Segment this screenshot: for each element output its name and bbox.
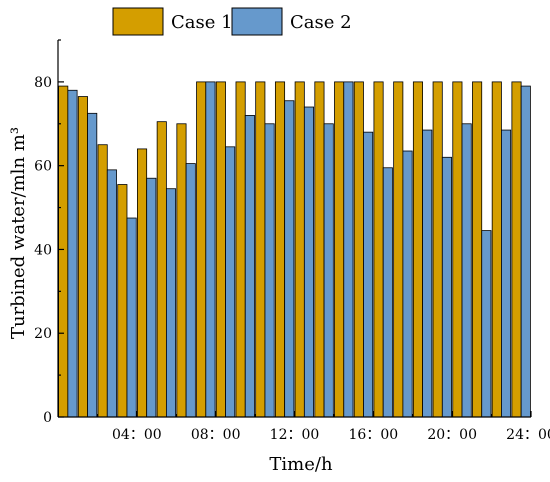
legend: Case 1 Case 2	[112, 7, 352, 36]
bar-2-24	[520, 85, 531, 418]
bar-2-16	[363, 131, 374, 418]
bar-2-7	[185, 163, 196, 418]
bar-2-12	[284, 100, 295, 418]
bar-1-22	[472, 81, 483, 418]
bar-1-12	[274, 81, 286, 418]
bar-1-8	[196, 81, 207, 418]
bar-1-14	[314, 81, 325, 418]
bar-2-13	[303, 106, 315, 418]
ticks-layer: 0 20 40 60 80 04：00 08：00 12：00 16：00 20：00 24：00	[34, 39, 550, 443]
bar-2-3	[106, 169, 117, 418]
bar-2-15	[343, 81, 354, 418]
bar-2-6	[165, 188, 177, 418]
y-tick-label-20: 20	[34, 326, 52, 342]
bar-2-5	[146, 177, 157, 418]
bar-1-10	[235, 81, 246, 418]
bar-1-16	[353, 81, 364, 418]
bar-2-8	[205, 81, 216, 418]
bar-1-24	[511, 81, 522, 418]
x-tick-label-20: 20：00	[427, 427, 477, 443]
bar-1-3	[97, 144, 108, 418]
bar-2-17	[382, 167, 393, 418]
bar-2-10	[244, 115, 255, 418]
bar-2-20	[441, 156, 452, 418]
bar-2-23	[501, 129, 512, 418]
legend-swatch-2	[231, 7, 283, 36]
bar-2-21	[461, 123, 472, 418]
bar-1-7	[176, 123, 187, 418]
y-tick-label-0: 0	[43, 410, 52, 426]
bar-1-23	[491, 81, 502, 418]
bar-1-5	[137, 148, 148, 418]
bar-2-19	[422, 129, 433, 418]
bar-2-14	[323, 123, 334, 418]
bar-1-15	[334, 81, 345, 418]
bar-2-2	[87, 112, 98, 418]
x-axis-label: Time/h	[269, 454, 333, 475]
bar-1-11	[255, 81, 266, 418]
bar-1-20	[432, 81, 443, 418]
bar-1-1	[58, 85, 69, 418]
bar-2-11	[264, 123, 275, 418]
bar-1-13	[294, 81, 305, 418]
bar-1-19	[412, 81, 423, 418]
bar-2-1	[67, 89, 78, 418]
y-tick-label-40: 40	[34, 242, 52, 258]
bar-2-9	[225, 146, 236, 418]
x-tick-label-24: 24：00	[506, 427, 550, 443]
bar-1-9	[215, 81, 226, 418]
x-tick-label-8: 08：00	[191, 427, 241, 443]
bar-1-2	[77, 96, 88, 418]
y-tick-label-60: 60	[34, 159, 52, 175]
x-tick-label-16: 16：00	[349, 427, 399, 443]
legend-label-1: Case 1	[171, 12, 233, 33]
bar-1-4	[117, 184, 128, 418]
bar-1-6	[156, 121, 167, 418]
legend-label-2: Case 2	[290, 12, 352, 33]
x-tick-label-4: 04：00	[112, 427, 162, 443]
bar-2-18	[402, 150, 413, 418]
bars-layer	[58, 81, 531, 418]
y-tick-label-80: 80	[34, 75, 52, 91]
bar-2-4	[126, 217, 137, 418]
bar-1-17	[373, 81, 384, 418]
bar-1-21	[452, 81, 463, 418]
bar-1-18	[393, 81, 404, 418]
bar-2-22	[481, 230, 492, 418]
legend-swatch-1	[112, 7, 164, 36]
x-tick-label-12: 12：00	[270, 427, 320, 443]
y-axis-label: Turbined water/mln m³	[8, 127, 29, 339]
